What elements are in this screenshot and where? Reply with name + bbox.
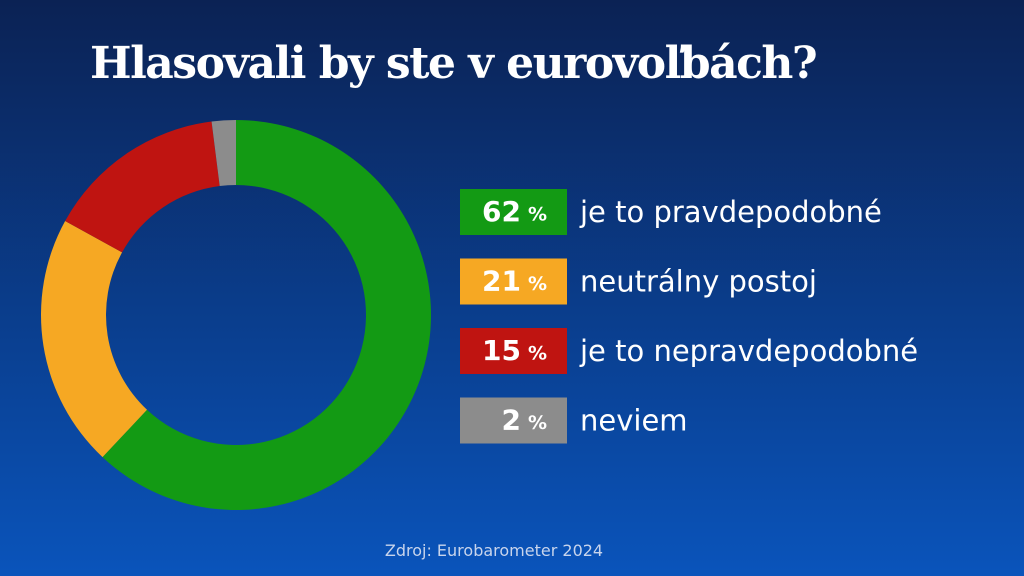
legend-value: 15 [482,334,521,367]
legend-unit: % [528,204,547,226]
chart-title: Hlasovali by ste v eurovoľbách? [90,38,816,89]
legend-swatch [460,397,567,444]
legend-swatch [460,258,567,305]
legend-label: je to pravdepodobné [579,195,882,229]
legend-label: neutrálny postoj [580,265,817,299]
legend-unit: % [528,343,547,365]
legend-value: 21 [482,265,521,298]
legend-unit: % [528,273,547,295]
legend-label: neviem [580,404,688,438]
donut-segment [211,120,236,187]
donut-segment [41,221,148,458]
legend-swatch [460,189,567,235]
legend-value: 2 [502,404,521,437]
donut-segment [102,120,431,510]
legend-value: 62 [482,195,521,228]
legend-label: je to nepravdepodobné [579,334,918,368]
donut-segment [65,121,220,253]
legend-swatch [460,328,567,374]
legend-unit: % [528,412,547,434]
source: Zdroj: Eurobarometer 2024 [385,541,603,560]
